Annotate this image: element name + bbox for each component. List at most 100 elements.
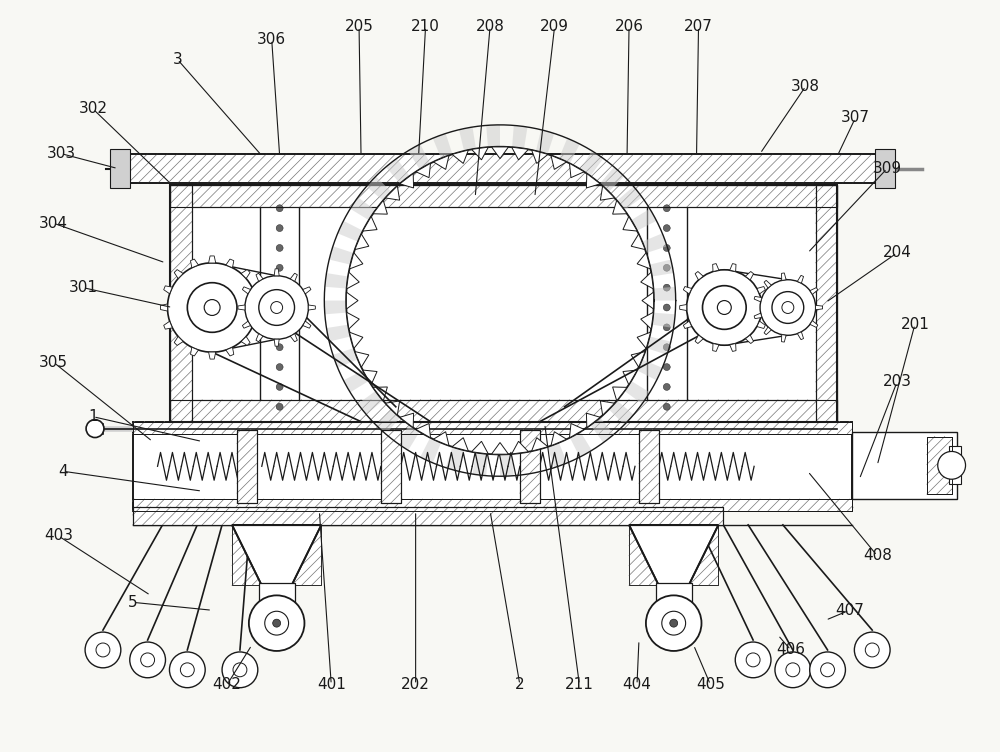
Bar (232, 525, 321, 586)
Circle shape (96, 643, 110, 657)
Circle shape (663, 244, 670, 251)
Circle shape (204, 299, 220, 315)
Polygon shape (472, 147, 488, 160)
Polygon shape (757, 287, 765, 294)
Polygon shape (492, 442, 508, 454)
Polygon shape (713, 264, 719, 271)
Bar (927, 437, 952, 494)
Bar (520, 429, 540, 503)
Text: 210: 210 (411, 19, 440, 34)
Polygon shape (274, 339, 279, 346)
Circle shape (854, 632, 890, 668)
Polygon shape (358, 391, 383, 414)
Polygon shape (637, 332, 651, 348)
Polygon shape (609, 401, 634, 425)
Polygon shape (241, 269, 250, 278)
Circle shape (222, 652, 258, 687)
Circle shape (782, 302, 794, 314)
Bar (170, 186, 192, 422)
Polygon shape (762, 305, 769, 311)
Bar (647, 183, 687, 422)
Bar (133, 507, 723, 525)
Polygon shape (652, 313, 675, 328)
Text: 301: 301 (69, 280, 98, 295)
Polygon shape (757, 321, 765, 329)
Circle shape (265, 611, 289, 635)
Circle shape (276, 284, 283, 291)
Circle shape (663, 265, 670, 271)
Polygon shape (459, 127, 476, 151)
Circle shape (687, 270, 762, 345)
Polygon shape (551, 156, 567, 169)
Polygon shape (536, 130, 554, 154)
Polygon shape (452, 438, 468, 451)
Bar (816, 186, 837, 422)
Bar (629, 525, 718, 586)
Polygon shape (333, 348, 358, 368)
Circle shape (180, 663, 194, 677)
Polygon shape (408, 144, 430, 169)
Bar (237, 429, 257, 503)
Text: 205: 205 (345, 19, 373, 34)
Bar (170, 400, 837, 422)
Polygon shape (347, 312, 359, 329)
Polygon shape (569, 423, 584, 438)
Bar (170, 186, 192, 422)
Polygon shape (386, 159, 410, 183)
Polygon shape (326, 325, 350, 341)
Polygon shape (350, 197, 376, 220)
Circle shape (167, 263, 257, 352)
Polygon shape (486, 125, 500, 147)
Text: 403: 403 (44, 529, 73, 543)
Polygon shape (226, 259, 234, 268)
Polygon shape (355, 351, 369, 367)
Polygon shape (164, 321, 172, 329)
Circle shape (702, 286, 746, 329)
Polygon shape (164, 286, 172, 294)
Circle shape (717, 301, 731, 314)
Polygon shape (641, 312, 653, 329)
Circle shape (276, 403, 283, 411)
Polygon shape (241, 336, 250, 345)
Polygon shape (695, 271, 703, 280)
Bar (170, 186, 837, 208)
Polygon shape (745, 271, 754, 280)
Polygon shape (797, 275, 804, 284)
Polygon shape (473, 453, 488, 476)
Bar (133, 499, 852, 511)
Polygon shape (472, 441, 488, 454)
Polygon shape (512, 441, 528, 454)
Circle shape (130, 642, 165, 678)
Circle shape (276, 304, 283, 311)
Circle shape (865, 643, 879, 657)
Polygon shape (642, 233, 667, 253)
Polygon shape (617, 186, 642, 210)
Polygon shape (713, 344, 719, 351)
Circle shape (775, 652, 811, 687)
Circle shape (276, 205, 283, 212)
Bar (192, 208, 816, 400)
Circle shape (663, 403, 670, 411)
Polygon shape (349, 253, 363, 269)
Polygon shape (570, 432, 592, 457)
Polygon shape (338, 221, 363, 241)
Polygon shape (343, 371, 369, 393)
Bar (133, 422, 852, 434)
Bar (133, 422, 852, 434)
Circle shape (810, 652, 845, 687)
Polygon shape (797, 332, 804, 340)
Polygon shape (810, 320, 818, 327)
Text: 1: 1 (88, 409, 98, 424)
Polygon shape (373, 200, 387, 214)
Text: 401: 401 (317, 678, 346, 692)
Bar (170, 186, 837, 208)
Bar (259, 584, 295, 603)
Bar (260, 183, 299, 422)
Text: 209: 209 (540, 19, 569, 34)
Polygon shape (524, 450, 541, 474)
Bar (927, 437, 952, 494)
Polygon shape (764, 327, 771, 335)
Text: 203: 203 (883, 374, 912, 390)
Bar (381, 429, 401, 503)
Circle shape (746, 653, 760, 667)
